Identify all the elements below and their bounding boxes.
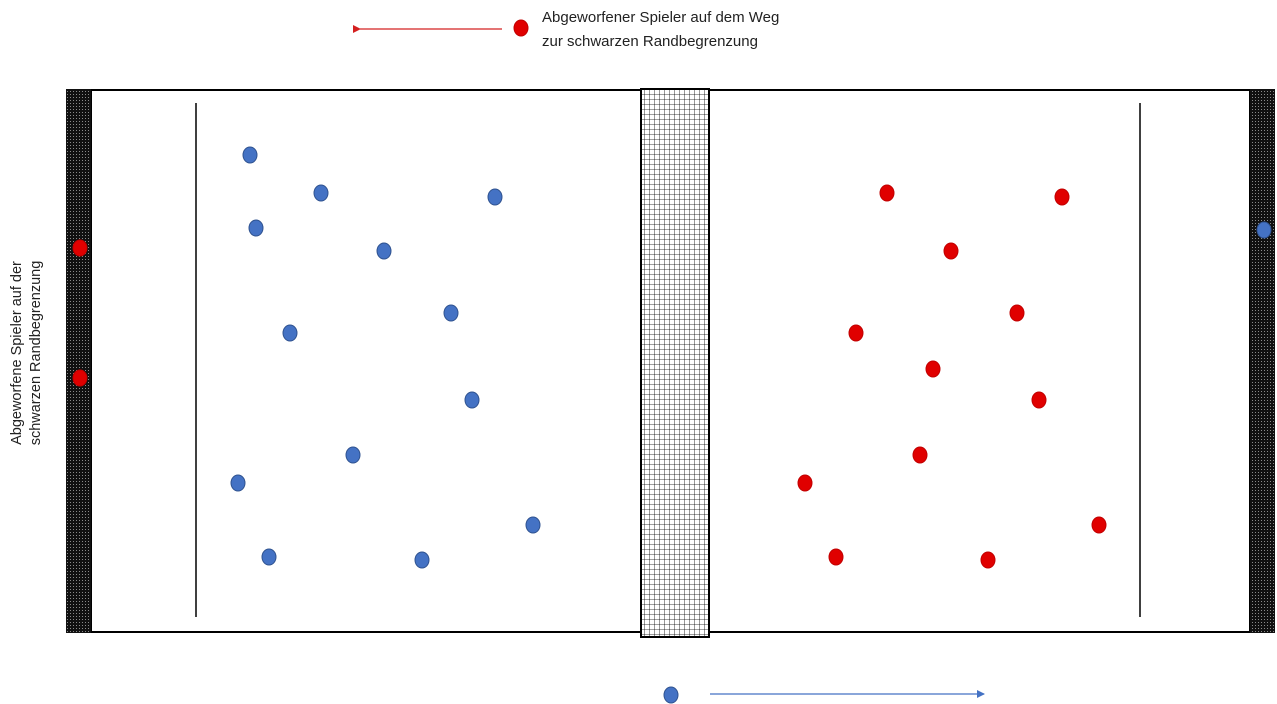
blue-player [376, 242, 392, 260]
red-player [797, 474, 813, 492]
legend-text: Abgeworfener Spieler auf dem Weg zur sch… [542, 6, 779, 54]
red-player [925, 360, 941, 378]
eliminated-blue-player [1256, 221, 1272, 239]
blue-player [282, 324, 298, 342]
red-player [1091, 516, 1107, 534]
legend-line-1: Abgeworfener Spieler auf dem Weg [542, 9, 780, 26]
side-label-line-2: schwarzen Randbegrenzung [28, 260, 44, 446]
eliminated-red-player [72, 369, 88, 387]
blue-player [487, 188, 503, 206]
blue-player [443, 304, 459, 322]
blue-player [230, 474, 246, 492]
red-player [980, 551, 996, 569]
red-player [943, 242, 959, 260]
center-line-mesh [640, 88, 710, 638]
blue-team [230, 146, 541, 569]
side-label-line-1: Abgeworfene Spieler auf der [9, 261, 25, 445]
blue-player [248, 219, 264, 237]
blue-player [464, 391, 480, 409]
red-player [848, 324, 864, 342]
blue-player [261, 548, 277, 566]
blue-player [525, 516, 541, 534]
blue-player [414, 551, 430, 569]
red-player [1031, 391, 1047, 409]
red-player [828, 548, 844, 566]
red-team [797, 184, 1107, 569]
blue-player-on-way [663, 686, 679, 704]
left-boundary-zone [66, 89, 91, 633]
red-player [1009, 304, 1025, 322]
red-player [1054, 188, 1070, 206]
blue-player [345, 446, 361, 464]
blue-player [242, 146, 258, 164]
legend-red-player [513, 19, 529, 37]
red-player [879, 184, 895, 202]
side-label: Abgeworfene Spieler auf der schwarzen Ra… [8, 203, 46, 503]
red-player [912, 446, 928, 464]
eliminated-red-player [72, 239, 88, 257]
legend-line-2: zur schwarzen Randbegrenzung [542, 33, 758, 50]
blue-player [313, 184, 329, 202]
right-boundary-zone [1250, 89, 1275, 633]
